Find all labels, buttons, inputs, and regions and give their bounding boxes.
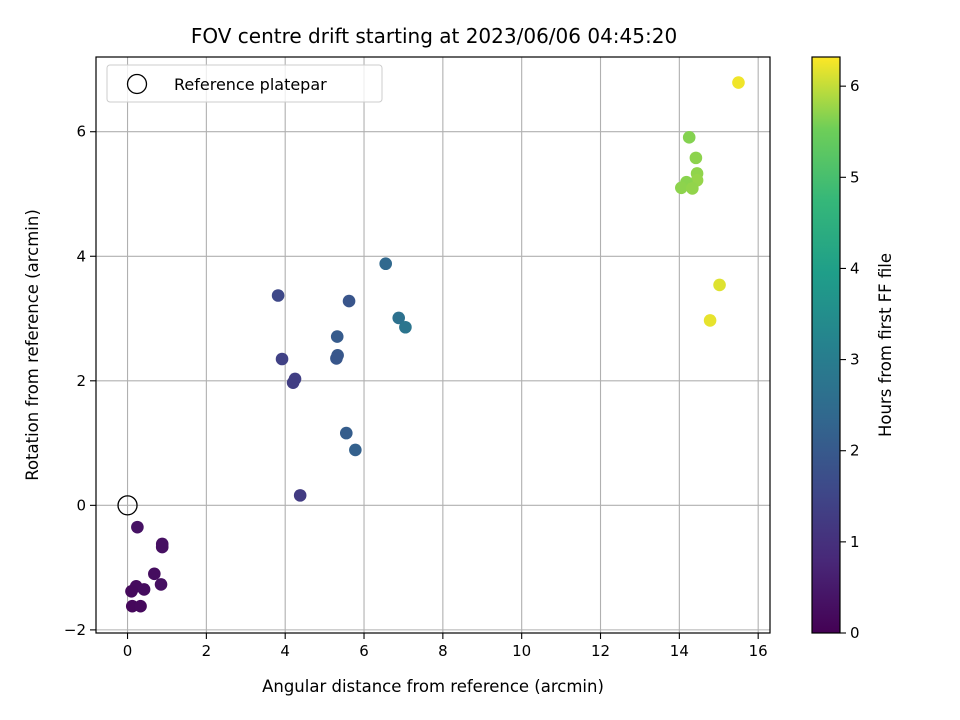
- data-point: [293, 489, 307, 502]
- data-point: [137, 583, 151, 596]
- data-point: [392, 311, 406, 325]
- legend-marker-open-circle-icon: [126, 73, 148, 95]
- colorbar-tick-label: 1: [850, 533, 860, 551]
- plot-frame: [95, 56, 771, 634]
- x-tick-label: 14: [670, 642, 689, 660]
- data-point: [154, 578, 168, 591]
- colorbar-gradient: [812, 57, 840, 633]
- y-axis-ticks: −2 0 2 4 6: [64, 123, 96, 639]
- data-point: [134, 599, 147, 613]
- legend-box: [106, 64, 383, 103]
- data-point: [675, 181, 688, 195]
- data-point: [125, 584, 138, 598]
- colorbar-tick-label: 0: [850, 624, 860, 642]
- x-tick-label: 16: [749, 642, 768, 660]
- x-tick-label: 2: [202, 642, 212, 660]
- y-axis-label: Rotation from reference (arcmin): [23, 209, 42, 481]
- y-tick-label: 2: [76, 372, 86, 390]
- x-tick-label: 12: [591, 642, 610, 660]
- x-axis-ticks: 0 2 4 6 8 10 12 14 16: [123, 633, 768, 660]
- colorbar-tick-label: 5: [850, 168, 860, 186]
- legend-entry-label: Reference platepar: [174, 75, 327, 94]
- data-point: [330, 352, 343, 365]
- reference-platepar-marker: [117, 495, 138, 516]
- data-point: [148, 567, 161, 581]
- colorbar-tick-label: 3: [850, 351, 860, 369]
- colorbar-frame: [811, 56, 841, 634]
- grid: [96, 57, 770, 633]
- reference-platepar-marker-group: [117, 495, 138, 516]
- y-tick-label: 0: [76, 496, 86, 514]
- data-point: [379, 257, 393, 271]
- data-point: [330, 330, 344, 343]
- x-axis-label: Angular distance from reference (arcmin): [262, 677, 604, 696]
- data-point: [286, 376, 300, 389]
- data-point: [275, 352, 289, 366]
- chart-title: FOV centre drift starting at 2023/06/06 …: [191, 24, 677, 48]
- y-tick-label: −2: [64, 621, 86, 639]
- colorbar-label: Hours from first FF file: [876, 253, 895, 437]
- colorbar-tick-label: 6: [850, 77, 860, 95]
- data-point: [399, 320, 412, 334]
- y-tick-label: 4: [76, 247, 86, 265]
- data-point: [349, 443, 362, 457]
- x-tick-label: 0: [123, 642, 133, 660]
- legend: Reference platepar: [106, 64, 383, 103]
- data-point: [713, 278, 726, 292]
- data-point: [271, 289, 285, 302]
- colorbar-ticks: 0 1 2 3 4 5 6: [840, 77, 860, 642]
- colorbar-tick-label: 2: [850, 442, 860, 460]
- x-tick-label: 4: [280, 642, 290, 660]
- x-tick-label: 6: [359, 642, 369, 660]
- x-tick-label: 8: [438, 642, 448, 660]
- x-tick-label: 10: [512, 642, 531, 660]
- data-point: [686, 182, 699, 195]
- data-point: [682, 131, 696, 144]
- data-point: [131, 520, 144, 534]
- y-tick-label: 6: [76, 123, 86, 141]
- data-point: [689, 151, 703, 165]
- colorbar-tick-label: 4: [850, 259, 860, 277]
- data-points: [125, 76, 745, 613]
- data-point: [342, 294, 356, 308]
- data-point: [732, 76, 745, 89]
- colorbar: 0 1 2 3 4 5 6 Hours from first FF file: [811, 56, 895, 642]
- data-point: [339, 426, 353, 440]
- data-point: [703, 314, 717, 327]
- data-point: [155, 540, 169, 554]
